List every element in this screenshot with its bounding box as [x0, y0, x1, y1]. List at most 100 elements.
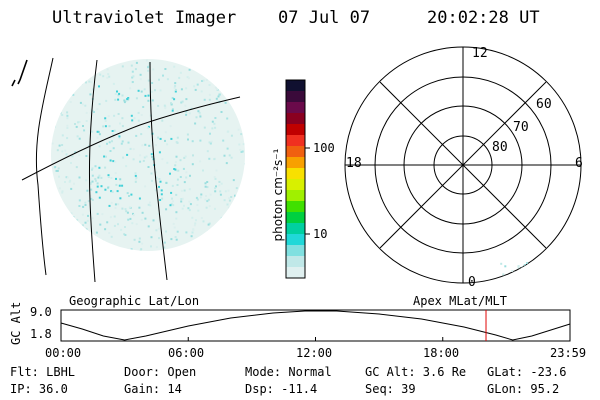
- image-pixel: [100, 176, 103, 179]
- image-pixel: [96, 136, 99, 139]
- image-pixel: [181, 100, 184, 103]
- image-pixel: [208, 141, 211, 144]
- image-pixel: [110, 190, 113, 193]
- image-pixel: [56, 200, 59, 203]
- image-pixel: [174, 236, 177, 238]
- image-pixel: [89, 181, 92, 184]
- image-pixel: [84, 104, 87, 107]
- image-pixel: [147, 66, 149, 69]
- image-pixel: [90, 188, 93, 191]
- image-pixel: [215, 65, 218, 68]
- polar-image-pixel: [512, 276, 514, 279]
- image-pixel: [233, 70, 236, 73]
- image-pixel: [174, 168, 177, 171]
- polar-image-pixel: [512, 272, 515, 275]
- image-pixel: [200, 217, 203, 219]
- image-pixel: [185, 244, 188, 247]
- mlt-label-18: 18: [346, 156, 362, 171]
- time-label: 20:02:28 UT: [427, 8, 540, 28]
- image-pixel: [236, 112, 239, 115]
- image-pixel: [196, 198, 199, 201]
- image-pixel: [74, 76, 77, 79]
- image-pixel: [223, 229, 226, 231]
- image-pixel: [230, 156, 233, 159]
- color-bar-segment: [286, 179, 305, 191]
- polar-image-pixel: [535, 274, 538, 277]
- image-pixel: [72, 216, 75, 219]
- image-pixel: [66, 176, 69, 179]
- polar-image-pixel: [508, 283, 510, 285]
- image-pixel: [186, 76, 189, 79]
- image-pixel: [207, 198, 210, 201]
- image-pixel: [187, 207, 190, 210]
- image-pixel: [141, 144, 144, 147]
- image-pixel: [106, 76, 109, 79]
- image-pixel: [147, 69, 150, 72]
- image-pixel: [229, 84, 232, 87]
- mlt-label-0: 0: [468, 275, 476, 290]
- image-pixel: [174, 82, 177, 85]
- color-bar-segment: [286, 113, 305, 125]
- image-pixel: [182, 167, 185, 170]
- image-pixel: [187, 246, 189, 249]
- image-pixel: [114, 172, 117, 175]
- image-pixel: [242, 94, 245, 97]
- image-pixel: [157, 136, 160, 139]
- image-pixel: [176, 178, 179, 181]
- image-pixel: [188, 112, 191, 115]
- image-pixel: [187, 77, 190, 80]
- image-pixel: [206, 200, 209, 203]
- image-pixel: [189, 203, 192, 206]
- image-pixel: [66, 127, 69, 129]
- image-pixel: [219, 67, 222, 70]
- image-pixel: [210, 234, 213, 237]
- image-pixel: [185, 87, 188, 90]
- image-pixel: [95, 191, 98, 194]
- gc-alt-info: GC Alt: 3.6 Re: [365, 365, 467, 379]
- polar-image-pixel: [519, 271, 522, 274]
- image-pixel: [96, 182, 99, 185]
- image-pixel: [68, 62, 71, 65]
- altitude-timeline: [60, 309, 571, 342]
- image-pixel: [207, 232, 210, 235]
- image-pixel: [59, 112, 62, 115]
- image-pixel: [122, 156, 125, 159]
- image-pixel: [55, 237, 58, 239]
- image-pixel: [81, 103, 84, 106]
- image-pixel: [131, 70, 134, 73]
- image-pixel: [90, 197, 93, 200]
- image-pixel: [124, 208, 127, 211]
- image-pixel: [150, 236, 153, 239]
- image-pixel: [203, 126, 206, 129]
- polar-image-pixel: [519, 282, 521, 283]
- image-pixel: [65, 93, 68, 96]
- color-bar-segment: [286, 124, 305, 136]
- image-pixel: [118, 92, 121, 95]
- geo-lon-line-2: [88, 59, 98, 283]
- image-pixel: [58, 175, 60, 178]
- polar-image-pixel: [524, 280, 527, 283]
- image-pixel: [228, 197, 231, 200]
- image-pixel: [220, 182, 223, 185]
- polar-image-pixel: [536, 262, 539, 265]
- image-pixel: [203, 98, 206, 101]
- image-pixel: [176, 248, 179, 251]
- image-pixel: [140, 90, 143, 93]
- x-tick-0600: 06:00: [168, 346, 205, 360]
- image-pixel: [188, 209, 191, 212]
- image-pixel: [91, 168, 93, 171]
- image-pixel: [225, 162, 228, 165]
- image-pixel: [114, 93, 117, 95]
- image-pixel: [146, 127, 149, 130]
- image-pixel: [110, 201, 113, 204]
- lat-label-60: 60: [536, 97, 552, 112]
- sun-direction-icon: [11, 59, 28, 87]
- image-pixel: [185, 98, 188, 101]
- image-pixel: [206, 186, 209, 189]
- image-pixel: [236, 231, 239, 234]
- image-pixel: [226, 117, 229, 120]
- image-pixel: [94, 178, 97, 180]
- image-pixel: [225, 215, 228, 218]
- image-pixel: [242, 143, 245, 146]
